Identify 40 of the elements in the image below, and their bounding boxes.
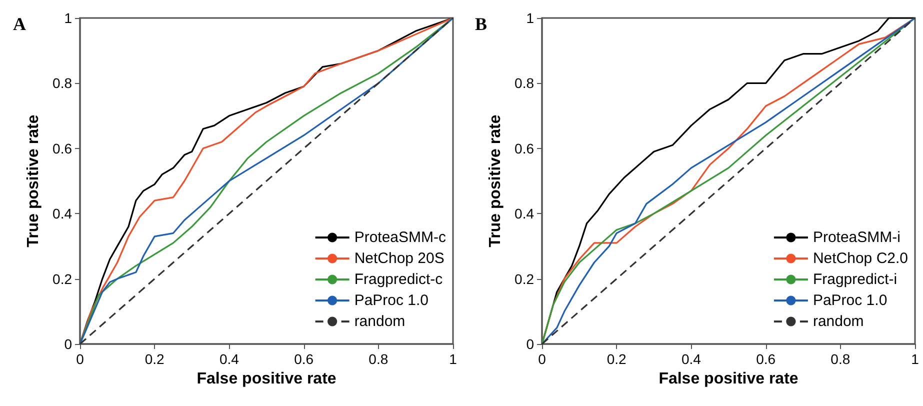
- x-tick-label: 0.8: [830, 351, 850, 367]
- legend-label: ProteaSMM-c: [354, 229, 446, 246]
- x-tick-label: 0: [76, 351, 84, 367]
- y-tick-label: 0.8: [52, 75, 72, 92]
- x-axis-title: False positive rate: [658, 370, 798, 388]
- x-tick-label: 0.6: [294, 351, 314, 367]
- y-axis-title: True positive rate: [25, 114, 42, 248]
- y-tick-label: 0.6: [514, 140, 534, 156]
- legend-label: NetChop 20S: [354, 250, 444, 267]
- x-axis-title: False positive rate: [196, 370, 336, 388]
- y-tick-label: 0.8: [514, 75, 534, 92]
- x-tick-label: 0.8: [368, 351, 388, 367]
- x-tick-label: 0: [538, 351, 546, 367]
- y-tick-label: 0.4: [52, 206, 72, 222]
- x-tick-label: 1: [449, 351, 458, 367]
- legend-label: random: [354, 313, 406, 330]
- x-tick-label: 0.6: [756, 351, 776, 367]
- y-tick-label: 1: [526, 10, 534, 26]
- y-axis-title: True positive rate: [487, 114, 504, 248]
- y-tick-label: 0: [64, 336, 72, 352]
- x-tick-label: 1: [911, 351, 920, 367]
- x-tick-label: 0.4: [681, 351, 702, 367]
- x-tick-label: 0.4: [219, 351, 240, 367]
- y-tick-label: 0.4: [514, 206, 534, 222]
- legend-label: random: [812, 313, 864, 330]
- legend-label: PaProc 1.0: [354, 292, 429, 309]
- legend-label: NetChop C2.0: [812, 250, 908, 267]
- legend-label: Fragpredict-i: [812, 271, 898, 288]
- y-tick-label: 0.2: [52, 270, 72, 287]
- y-tick-label: 0: [526, 336, 534, 352]
- x-tick-label: 0.2: [606, 351, 627, 367]
- legend-label: Fragpredict-c: [354, 271, 444, 288]
- y-tick-label: 0.2: [514, 270, 534, 287]
- y-tick-label: 0.6: [52, 140, 72, 156]
- x-tick-label: 0.2: [144, 351, 165, 367]
- y-tick-label: 1: [64, 10, 72, 26]
- chart-title: B: [475, 14, 488, 34]
- legend-label: ProteaSMM-i: [812, 229, 900, 246]
- legend-label: PaProc 1.0: [812, 292, 888, 309]
- chart-title: A: [13, 14, 26, 34]
